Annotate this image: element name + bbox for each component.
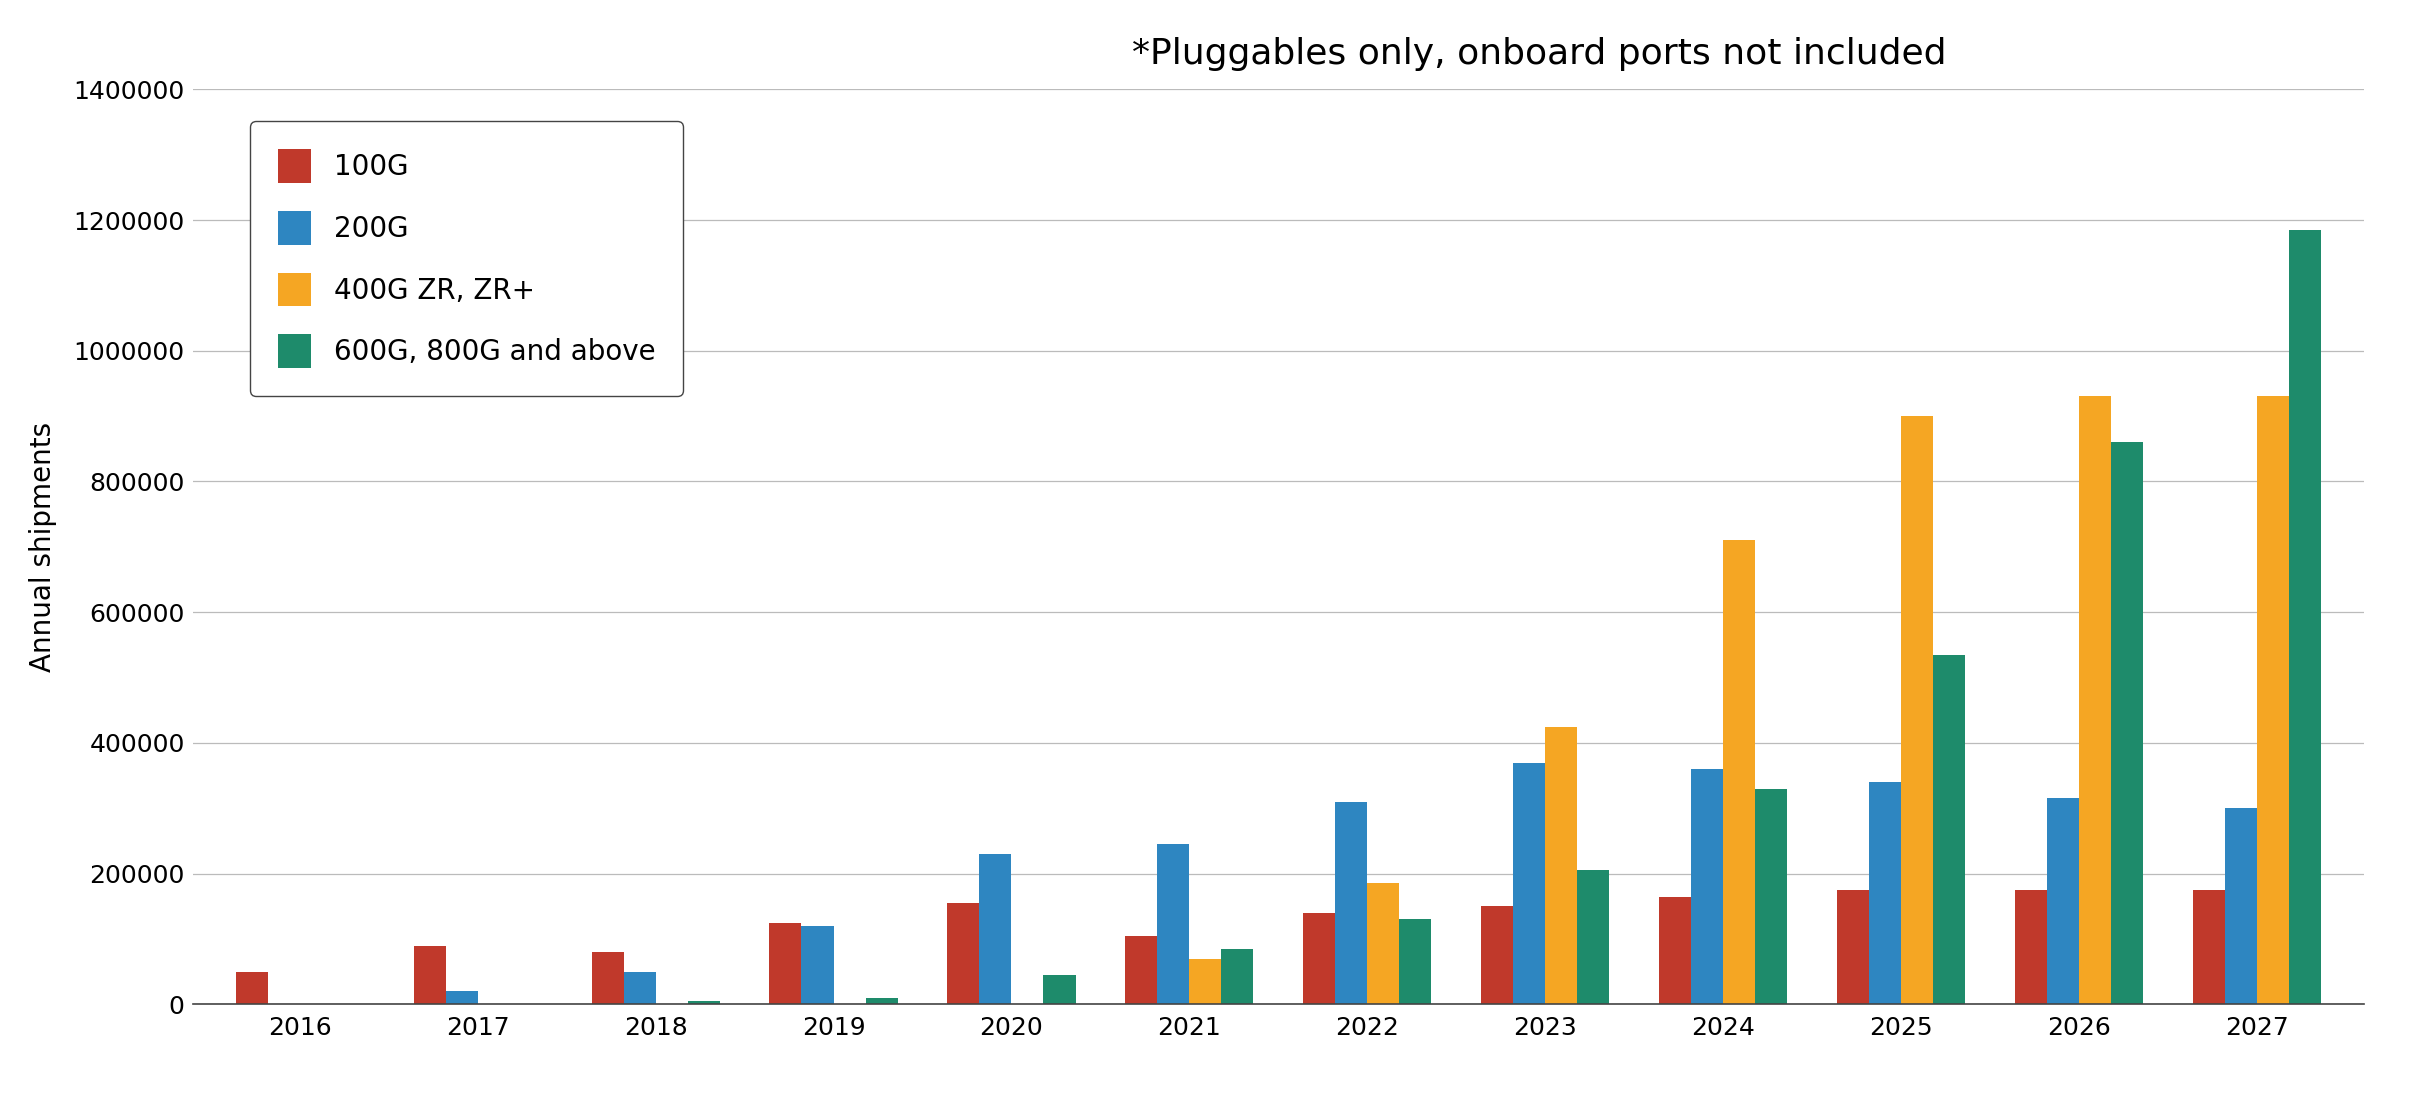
Bar (1722, 540, 1756, 1004)
Bar (412, 945, 446, 1004)
Bar (1901, 416, 1932, 1004)
Bar (2079, 396, 2110, 1004)
Bar (687, 1001, 719, 1004)
Bar (1158, 844, 1189, 1004)
Legend: 100G, 200G, 400G ZR, ZR+, 600G, 800G and above: 100G, 200G, 400G ZR, ZR+, 600G, 800G and… (251, 122, 683, 396)
Bar (1659, 896, 1691, 1004)
Bar (1220, 949, 1254, 1004)
Bar (801, 926, 835, 1004)
Bar (446, 991, 478, 1004)
Bar (1126, 935, 1158, 1004)
Bar (625, 972, 656, 1004)
Bar (1546, 727, 1577, 1004)
Title: *Pluggables only, onboard ports not included: *Pluggables only, onboard ports not incl… (1131, 37, 1946, 71)
Bar (2193, 891, 2224, 1004)
Bar (1044, 975, 1076, 1004)
Bar (2048, 799, 2079, 1004)
Bar (1189, 959, 1220, 1004)
Bar (769, 923, 801, 1004)
Bar (1756, 789, 1787, 1004)
Bar (1399, 920, 1430, 1004)
Bar (866, 998, 897, 1004)
Bar (2110, 442, 2144, 1004)
Bar (1577, 870, 1609, 1004)
Bar (979, 854, 1011, 1004)
Bar (2014, 891, 2048, 1004)
Bar (1869, 782, 1901, 1004)
Bar (591, 952, 625, 1004)
Bar (1481, 906, 1512, 1004)
Bar (1302, 913, 1336, 1004)
Bar (2289, 230, 2320, 1004)
Bar (1336, 801, 1368, 1004)
Bar (1512, 762, 1546, 1004)
Bar (1838, 891, 1869, 1004)
Bar (2258, 396, 2289, 1004)
Bar (2224, 808, 2258, 1004)
Bar (1691, 769, 1722, 1004)
Y-axis label: Annual shipments: Annual shipments (29, 422, 58, 672)
Bar (948, 903, 979, 1004)
Bar (236, 972, 268, 1004)
Bar (1368, 884, 1399, 1004)
Bar (1932, 655, 1966, 1004)
